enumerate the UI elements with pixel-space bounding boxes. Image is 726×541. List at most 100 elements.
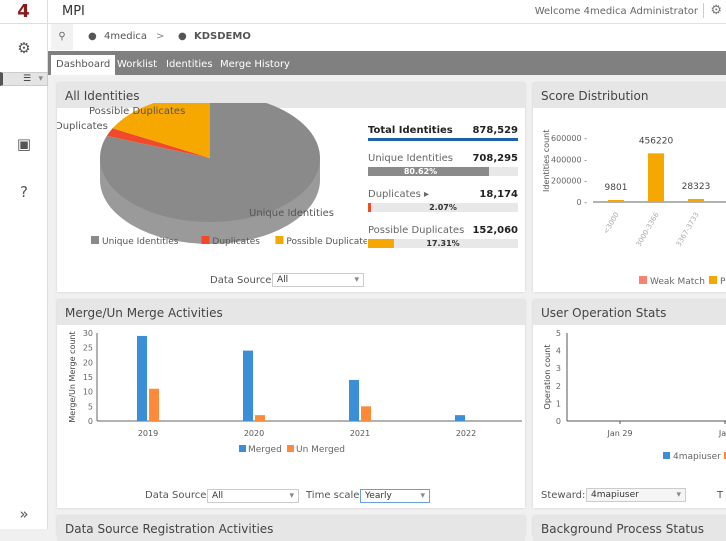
merge-activities-panel: Merge/Un Merge Activities 0 5 10 15 20 25 30 Me… <box>57 300 525 508</box>
data-source-select[interactable]: All <box>272 273 364 287</box>
legend-label: Duplicates <box>212 237 260 247</box>
panel-title: Merge/Un Merge Activities <box>57 300 525 325</box>
x-tick-label: 2020 <box>244 429 264 438</box>
legend-swatch <box>239 445 246 452</box>
panel-title: Score Distribution <box>533 83 726 108</box>
y-tick-label: 30 <box>83 329 93 338</box>
total-underline <box>368 138 518 141</box>
score-distribution-panel: Score Distribution 0 - 200000 - 400000 - 60… <box>533 83 726 292</box>
y-tick-label: 2 <box>556 382 561 391</box>
expand-sidebar-button[interactable]: » <box>19 505 29 523</box>
merge-chart: 0 5 10 15 20 25 30 Merge/Un Merge count 2019 2020… <box>68 329 522 455</box>
all-identities-panel: All Identities Possible Duplicates Duplic… <box>57 83 525 292</box>
legend-swatch <box>639 276 647 284</box>
merge-data-source-select[interactable]: All <box>207 489 299 503</box>
help-icon[interactable]: ? <box>20 183 28 201</box>
y-tick-label: 4 <box>556 347 561 356</box>
search-icon[interactable]: ⚲ <box>51 24 73 50</box>
legend-label: Weak Match <box>650 277 705 287</box>
registration-activities-panel: Data Source Registration Activities <box>57 516 525 541</box>
stat-duplicates[interactable]: Duplicates ▸ 18,174 2.07% <box>368 189 518 212</box>
pie-slice-unique-identities <box>100 103 320 222</box>
background-process-panel: Background Process Status <box>533 516 726 541</box>
stat-unique: Unique Identities 708,295 80.62% <box>368 153 518 176</box>
pie-slice-possible-duplicates <box>112 103 210 158</box>
gears-icon[interactable]: ⚙ <box>17 39 31 57</box>
legend-swatch <box>275 236 284 244</box>
breadcrumb-item[interactable]: 4medica <box>104 31 148 42</box>
legend-swatch <box>91 236 99 244</box>
bar-merged <box>243 350 253 421</box>
caret-right-icon: ▸ <box>424 189 430 200</box>
stat-possible-duplicates: Possible Duplicates 152,060 17.31% <box>368 225 518 248</box>
score-bar <box>608 200 624 202</box>
time-scale-select[interactable]: Yearly <box>360 489 430 503</box>
data-label: 28323 <box>682 182 711 192</box>
legend-swatch <box>287 445 294 452</box>
x-tick-label: <3000 <box>602 211 621 236</box>
steward-select[interactable]: 4mapiuser <box>586 488 686 502</box>
list-icon[interactable]: ☰ <box>0 72 48 86</box>
time-scale-label: Time scale: <box>306 490 363 501</box>
data-source-label: Data Source: <box>210 275 275 286</box>
x-tick-label: 2022 <box>456 429 476 438</box>
y-tick-label: 400000 - <box>551 155 587 164</box>
welcome-text: Welcome 4medica Administrator <box>534 6 698 17</box>
excel-icon[interactable]: ▣ <box>16 135 32 153</box>
y-axis-label: Operation count <box>543 345 552 410</box>
x-tick-label: 2019 <box>138 429 158 438</box>
duplicates-progress: 2.07% <box>368 203 518 212</box>
settings-gear-icon[interactable]: ⚙ <box>703 3 722 18</box>
pie-slice-duplicates <box>106 128 210 158</box>
x-tick-label: Jan 29 <box>606 429 632 438</box>
bar-un-merged <box>255 415 265 421</box>
tab-worklist[interactable]: Worklist <box>117 59 158 70</box>
y-axis-label: Merge/Un Merge count <box>68 331 77 422</box>
legend-label: Possible Duplicates <box>286 237 367 247</box>
globe-icon: ● <box>178 31 187 42</box>
legend-label: Merged <box>248 445 282 455</box>
legend-label: Un Merged <box>296 445 345 455</box>
y-tick-label: 5 <box>556 329 561 338</box>
legend-label: Unique Identities <box>102 237 179 247</box>
y-tick-label: 0 - <box>576 198 587 207</box>
pie-label: Possible Duplicates <box>89 106 185 117</box>
possible-progress: 17.31% <box>368 239 518 248</box>
tab-merge-history[interactable]: Merge History <box>220 59 290 70</box>
user-operation-panel: User Operation Stats 0 1 2 3 4 5 Operation cou… <box>533 300 726 508</box>
legend-label: 4mapiuser <box>673 452 721 462</box>
data-label: 456220 <box>639 136 674 146</box>
pie-label: Unique Identities <box>249 208 334 219</box>
x-tick-label: Jan <box>718 429 726 438</box>
bar-un-merged <box>149 388 159 421</box>
app-logo: 4 <box>0 0 47 24</box>
bar-merged <box>349 379 359 421</box>
legend-swatch <box>201 236 210 244</box>
x-tick-label: 3000-3366 <box>635 211 661 249</box>
tab-dashboard[interactable]: Dashboard <box>51 55 116 75</box>
tab-bar: Dashboard Worklist Identities Merge Hist… <box>48 51 726 75</box>
y-tick-label: 20 <box>83 358 93 367</box>
bar-un-merged <box>361 406 371 421</box>
y-tick-label: 10 <box>83 388 93 397</box>
unique-progress: 80.62% <box>368 167 518 176</box>
tab-identities[interactable]: Identities <box>166 59 213 70</box>
app-title: MPI <box>62 4 85 19</box>
steward-label: Steward: <box>541 490 586 501</box>
score-distribution-chart: 0 - 200000 - 400000 - 600000 -Identities co… <box>542 130 726 287</box>
globe-icon: ● <box>88 31 97 42</box>
score-bar <box>688 198 704 202</box>
legend-swatch <box>724 452 726 459</box>
legend-swatch <box>709 276 717 284</box>
breadcrumb-separator: > <box>156 31 165 42</box>
y-tick-label: 0 <box>556 417 561 426</box>
x-tick-label: 3367-3733 <box>675 211 701 248</box>
user-operation-chart: 0 1 2 3 4 5 Operation count Jan 29 Jan 4mapiuser <box>543 329 726 462</box>
data-label: 9801 <box>605 183 628 193</box>
breadcrumb-item[interactable]: KDSDEMO <box>194 31 251 42</box>
panel-title: All Identities <box>57 83 525 108</box>
sidebar: 4 ⚙ ☰ ▣ ? » <box>0 0 48 529</box>
score-bar <box>648 153 664 202</box>
y-axis-label: Identities count <box>542 130 551 192</box>
y-tick-label: 15 <box>83 373 93 382</box>
